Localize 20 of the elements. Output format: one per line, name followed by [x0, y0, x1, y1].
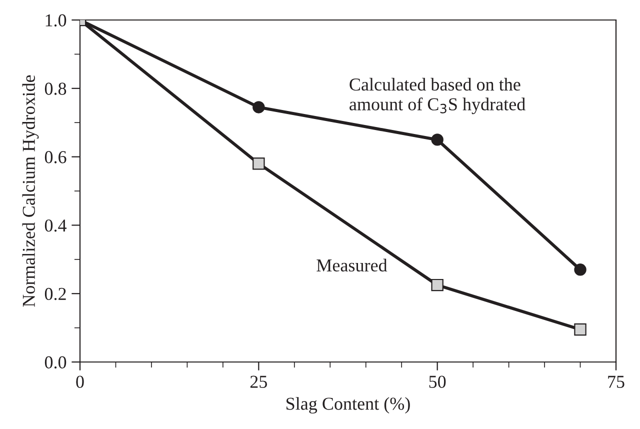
- x-axis-title: Slag Content (%): [286, 397, 410, 414]
- series-label: Calculated based on the amount of C$_{3}$S hydrated: [350, 78, 526, 114]
- point: [252, 101, 265, 114]
- x-tick-label: 50: [429, 376, 446, 388]
- point: [431, 278, 444, 292]
- point: [574, 264, 586, 276]
- y-axis-title: Normalized Calcium Hydroxide: [22, 75, 39, 307]
- y-tick-label: 0.6: [44, 151, 66, 164]
- y-tick-label: 0.2: [44, 288, 66, 300]
- series-label: Measured: [316, 258, 388, 272]
- x-tick-label: 25: [250, 376, 267, 388]
- x-tick-label: 75: [608, 376, 624, 388]
- point: [252, 158, 265, 170]
- y-tick-label: 0.0: [44, 356, 66, 369]
- x-tick-label: 0: [76, 376, 84, 388]
- y-tick-label: 0.8: [44, 82, 66, 95]
- y-tick-label: 0.4: [44, 219, 67, 232]
- point: [431, 134, 444, 146]
- y-tick-label: 1.0: [46, 14, 66, 27]
- point: [574, 323, 586, 336]
